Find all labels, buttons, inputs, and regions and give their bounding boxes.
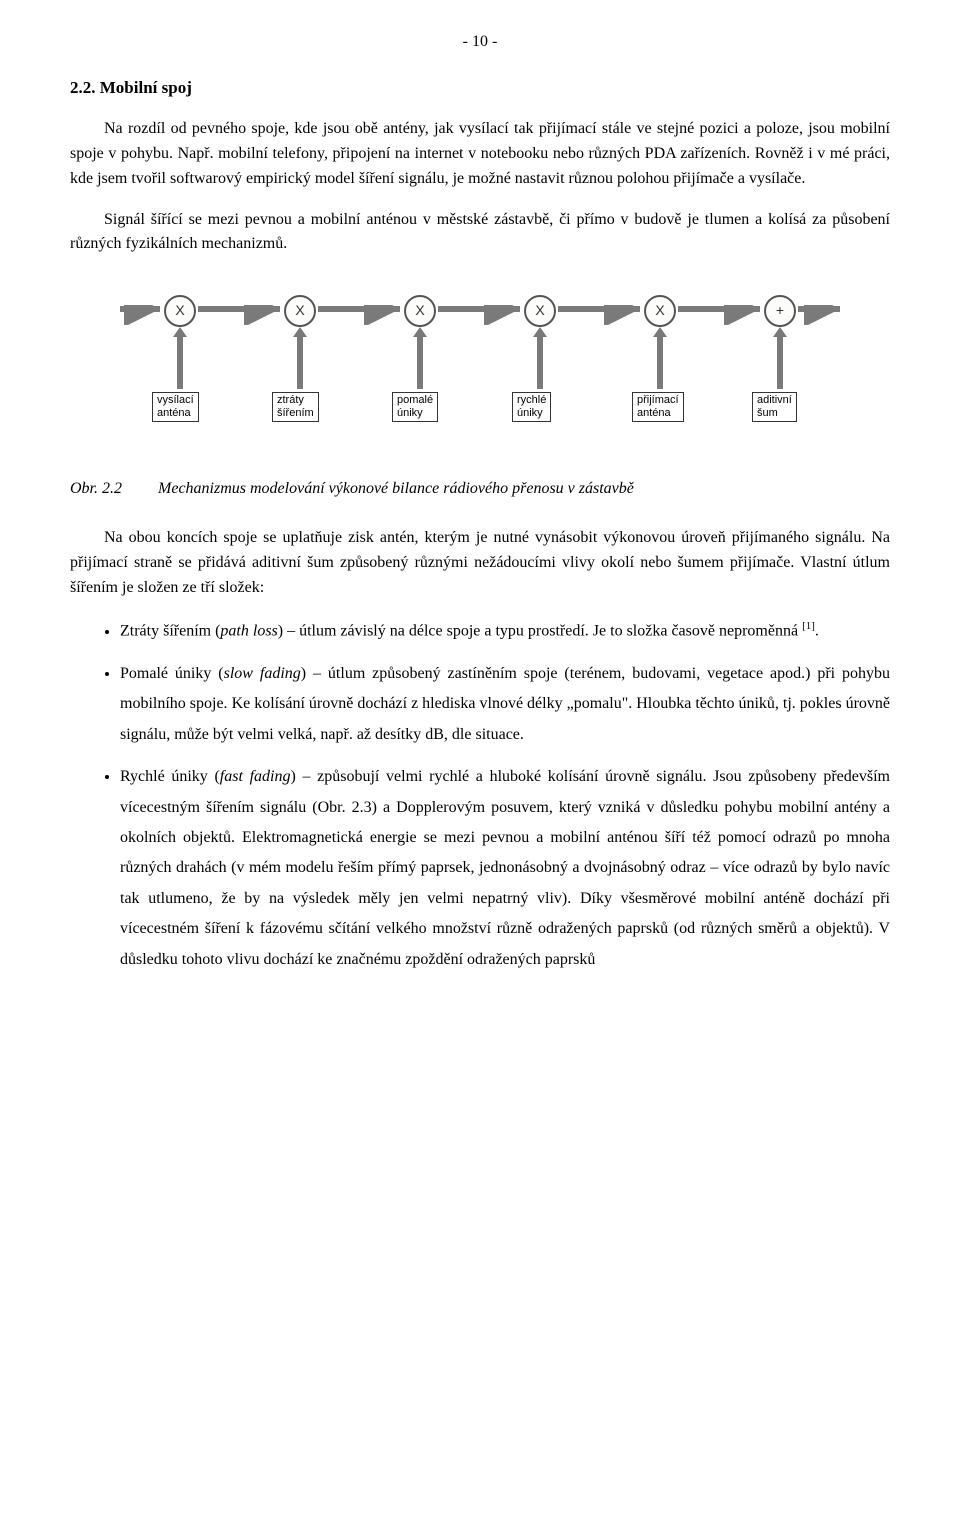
b1-rest2: . <box>815 623 819 640</box>
diagram-node: X <box>284 295 316 327</box>
diagram-label: přijímací anténa <box>632 392 684 422</box>
bullet-slow-fading: Pomalé úniky (slow fading) – útlum způso… <box>120 659 890 750</box>
diagram-label: ztráty šířením <box>272 392 319 422</box>
b2-term: slow fading <box>224 665 301 682</box>
paragraph-2: Signál šířící se mezi pevnou a mobilní a… <box>70 208 890 258</box>
b1-cite: [1] <box>802 620 815 632</box>
diagram-label: rychlé úniky <box>512 392 551 422</box>
paragraph-1: Na rozdíl od pevného spoje, kde jsou obě… <box>70 117 890 191</box>
diagram-node: + <box>764 295 796 327</box>
diagram-node: X <box>164 295 196 327</box>
b3-rest: ) – způsobují velmi rychlé a hluboké kol… <box>120 768 890 967</box>
diagram-node: X <box>404 295 436 327</box>
bullet-fast-fading: Rychlé úniky (fast fading) – způsobují v… <box>120 762 890 975</box>
diagram-up-arrow <box>771 327 789 391</box>
b2-lead: Pomalé úniky ( <box>120 665 224 682</box>
bullet-path-loss: Ztráty šířením (path loss) – útlum závis… <box>120 616 890 647</box>
figure-caption-text: Mechanizmus modelování výkonové bilance … <box>158 480 634 497</box>
figure-2-2: Xvysílací anténa Xztráty šířením Xpomalé ú… <box>70 277 890 437</box>
diagram-up-arrow <box>651 327 669 391</box>
diagram-up-arrow <box>291 327 309 391</box>
b1-term: path loss <box>220 623 277 640</box>
b1-lead: Ztráty šířením ( <box>120 623 220 640</box>
section-header: 2.2. Mobilní spoj <box>70 75 890 101</box>
diagram-node: X <box>524 295 556 327</box>
diagram-up-arrow <box>171 327 189 391</box>
b3-term: fast fading <box>220 768 291 785</box>
diagram-up-arrow <box>531 327 549 391</box>
paragraph-3: Na obou koncích spoje se uplatňuje zisk … <box>70 526 890 600</box>
diagram-label: vysílací anténa <box>152 392 199 422</box>
diagram-label: pomalé úniky <box>392 392 438 422</box>
diagram-label: aditivní šum <box>752 392 797 422</box>
diagram-node: X <box>644 295 676 327</box>
b3-lead: Rychlé úniky ( <box>120 768 220 785</box>
diagram-up-arrow <box>411 327 429 391</box>
page-number: - 10 - <box>70 30 890 55</box>
figure-caption: Obr. 2.2 Mechanizmus modelování výkonové… <box>70 477 890 502</box>
b1-rest1: ) – útlum závislý na délce spoje a typu … <box>278 623 802 640</box>
bullet-list: Ztráty šířením (path loss) – útlum závis… <box>70 616 890 975</box>
figure-number: Obr. 2.2 <box>70 480 122 497</box>
